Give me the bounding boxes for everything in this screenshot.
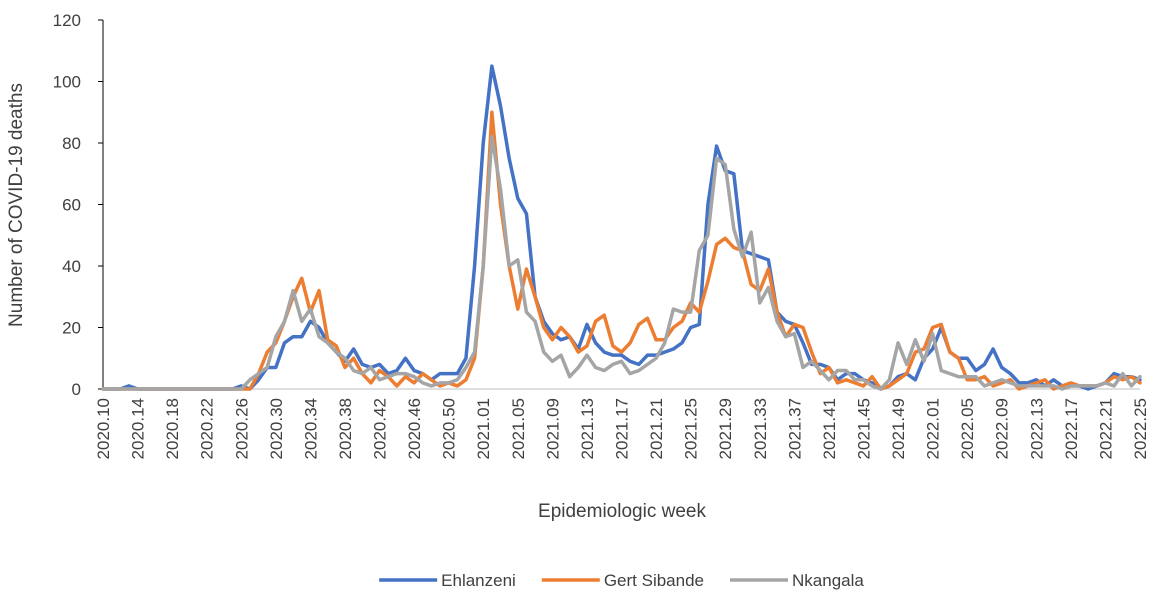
y-tick-label: 20 xyxy=(62,319,81,338)
x-axis-title: Epidemiologic week xyxy=(538,501,706,522)
x-tick-label: 2020.34 xyxy=(301,398,320,459)
x-tick-label: 2022.17 xyxy=(1062,398,1081,459)
x-tick-label: 2022.01 xyxy=(924,398,943,459)
x-tick-label: 2022.25 xyxy=(1131,398,1150,459)
x-tick-label: 2020.42 xyxy=(371,398,390,459)
x-tick-label: 2021.09 xyxy=(543,398,562,459)
x-tick-label: 2020.10 xyxy=(94,398,113,459)
x-tick-label: 2021.37 xyxy=(785,398,804,459)
x-tick-label: 2021.17 xyxy=(613,398,632,459)
x-tick-label: 2021.45 xyxy=(854,398,873,459)
y-tick-label: 120 xyxy=(53,11,81,30)
x-tick-label: 2021.21 xyxy=(647,398,666,459)
series-line xyxy=(101,110,1142,391)
series-line xyxy=(101,64,1142,391)
x-tick-label: 2020.14 xyxy=(129,398,148,459)
x-tick-label: 2022.21 xyxy=(1096,398,1115,459)
legend-label: Gert Sibande xyxy=(604,571,704,590)
x-tick-label: 2022.09 xyxy=(993,398,1012,459)
y-tick-label: 80 xyxy=(62,134,81,153)
x-tick-label: 2021.49 xyxy=(889,398,908,459)
x-tick-label: 2021.33 xyxy=(751,398,770,459)
x-tick-label: 2021.29 xyxy=(716,398,735,459)
x-tick-label: 2020.22 xyxy=(198,398,217,459)
x-tick-label: 2021.01 xyxy=(474,398,493,459)
x-tick-label: 2022.13 xyxy=(1027,398,1046,459)
x-tick-label: 2021.13 xyxy=(578,398,597,459)
x-tick-label: 2021.25 xyxy=(682,398,701,459)
x-tick-label: 2021.41 xyxy=(820,398,839,459)
x-tick-label: 2020.18 xyxy=(163,398,182,459)
y-tick-label: 40 xyxy=(62,257,81,276)
x-tick-label: 2020.46 xyxy=(405,398,424,459)
x-tick-label: 2021.05 xyxy=(509,398,528,459)
x-tick-label: 2022.05 xyxy=(958,398,977,459)
y-tick-label: 100 xyxy=(53,73,81,92)
x-tick-label: 2020.50 xyxy=(440,398,459,459)
legend-label: Ehlanzeni xyxy=(441,571,516,590)
x-tick-label: 2020.30 xyxy=(267,398,286,459)
x-tick-label: 2020.38 xyxy=(336,398,355,459)
series-line xyxy=(101,135,1142,391)
y-axis-title: Number of COVID-19 deaths xyxy=(6,83,27,327)
legend-label: Nkangala xyxy=(792,571,864,590)
x-tick-label: 2020.26 xyxy=(232,398,251,459)
y-tick-label: 60 xyxy=(62,196,81,215)
y-tick-label: 0 xyxy=(72,380,81,399)
